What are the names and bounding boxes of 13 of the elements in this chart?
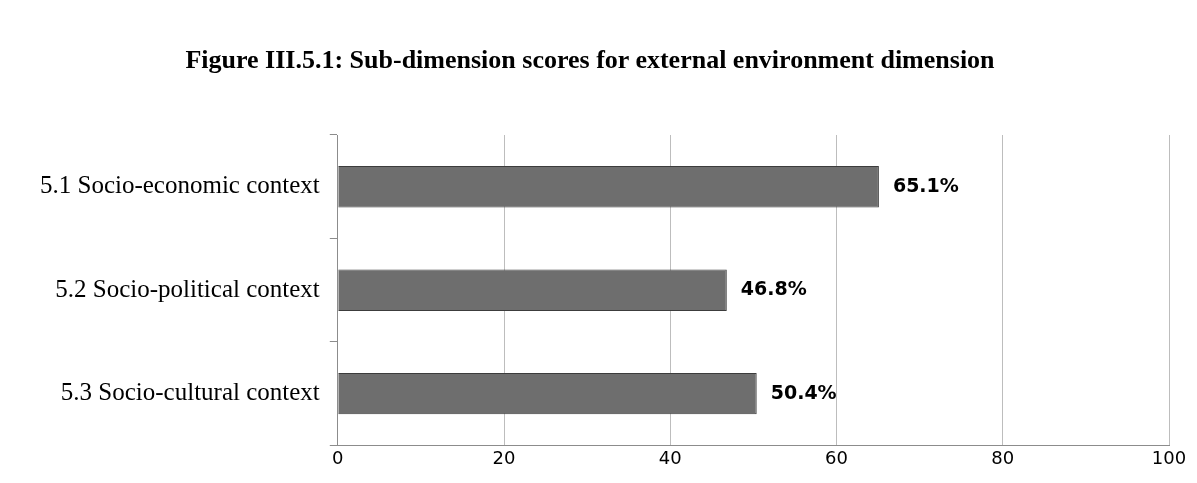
x-tick-label: 80	[991, 446, 1015, 468]
x-tick-label: 20	[492, 446, 516, 468]
data-label: 50.4%	[770, 380, 837, 403]
data-label: 65.1%	[892, 173, 959, 196]
y-tick-label: 5.1 Socio-economic context	[39, 171, 320, 199]
y-tick-label: 5.3 Socio-cultural context	[60, 378, 320, 406]
chart-title: Figure III.5.1: Sub-dimension scores for external environment dimension	[184, 44, 996, 76]
x-tick-label: 0	[332, 446, 344, 468]
x-tick-label: 100	[1151, 446, 1187, 468]
x-tick-label: 40	[658, 446, 682, 468]
data-label: 46.8%	[740, 277, 807, 300]
y-tick-label: 5.2 Socio-political context	[55, 274, 320, 302]
x-tick-label: 60	[825, 446, 848, 468]
